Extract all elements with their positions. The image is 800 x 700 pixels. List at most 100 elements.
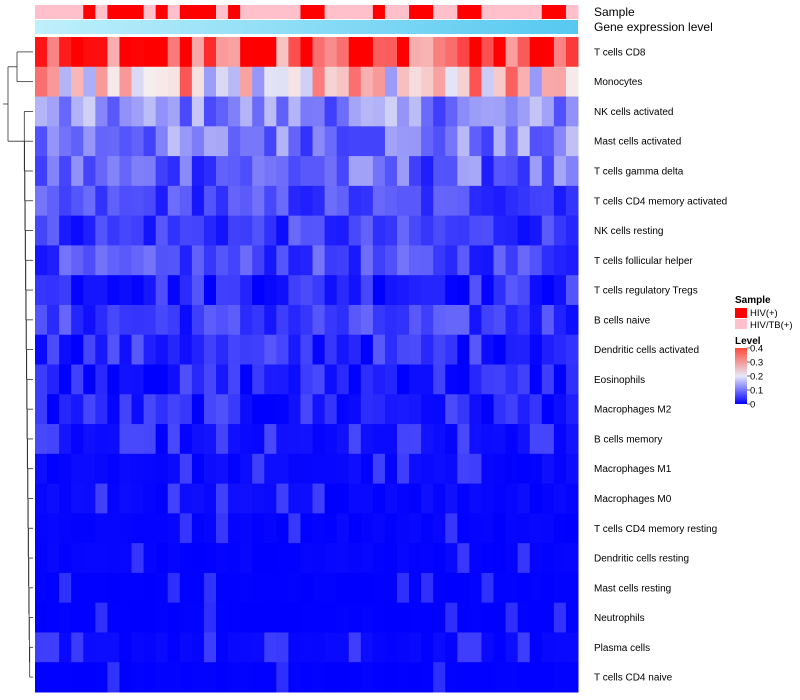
heatmap-cell — [433, 453, 446, 485]
heatmap-cell — [155, 304, 169, 336]
heatmap-cell — [529, 156, 543, 187]
heatmap-cell — [47, 37, 60, 68]
heatmap-cell — [360, 513, 374, 544]
heatmap-cell — [203, 245, 217, 276]
heatmap-cell — [469, 572, 482, 604]
heatmap-cell — [348, 543, 362, 574]
heatmap-cell — [264, 364, 277, 395]
heatmap-cell — [288, 245, 301, 276]
heatmap-cell — [179, 275, 193, 306]
heatmap-cell — [348, 632, 362, 663]
heatmap-cell — [372, 602, 386, 633]
heatmap-cell — [95, 185, 108, 217]
heatmap-cell — [71, 66, 84, 98]
heatmap-cell — [179, 483, 193, 514]
heatmap-cell — [83, 513, 96, 544]
heatmap-cell — [35, 126, 48, 157]
heatmap-cell — [300, 96, 314, 127]
heatmap-cell — [300, 66, 314, 98]
heatmap-cell — [155, 185, 169, 217]
heatmap-cell — [131, 662, 145, 693]
sample-annotation-cell — [433, 5, 446, 19]
heatmap-cell — [252, 37, 265, 68]
sample-annotation-cell — [397, 5, 410, 19]
heatmap-cell — [228, 662, 241, 693]
heatmap-cell — [107, 275, 120, 306]
heatmap-cell — [348, 245, 362, 276]
heatmap-cell — [384, 364, 398, 395]
heatmap-cell — [119, 334, 133, 365]
heatmap-cell — [35, 66, 48, 98]
heatmap-cell — [276, 156, 289, 187]
heatmap-cell — [240, 483, 253, 514]
heatmap-cell — [107, 513, 120, 544]
heatmap-cell — [372, 543, 386, 574]
heatmap-cell — [565, 632, 579, 663]
heatmap-cell — [372, 275, 386, 306]
heatmap-cell — [529, 334, 543, 365]
heatmap-cell — [216, 304, 229, 336]
heatmap-cell — [312, 156, 326, 187]
heatmap-cell — [143, 37, 157, 68]
heatmap-cell — [228, 275, 241, 306]
heatmap-cell — [59, 513, 72, 544]
heatmap-cell — [409, 215, 422, 246]
heatmap-cell — [481, 572, 495, 604]
heatmap-cell — [517, 304, 531, 336]
heatmap-cell — [167, 662, 181, 693]
heatmap-cell — [228, 304, 241, 336]
heatmap-cell — [179, 245, 193, 276]
heatmap-cell — [553, 275, 567, 306]
heatmap-cell — [131, 275, 145, 306]
heatmap-cell — [348, 453, 362, 485]
heatmap-cell — [541, 394, 555, 425]
heatmap-cell — [179, 394, 193, 425]
heatmap-cell — [35, 364, 48, 395]
heatmap-cell — [167, 632, 181, 663]
heatmap-cell — [348, 156, 362, 187]
heatmap-cell — [47, 66, 60, 98]
heatmap-cell — [336, 156, 350, 187]
heatmap-cell — [216, 662, 229, 693]
heatmap-cell — [288, 37, 301, 68]
heatmap-cell — [384, 96, 398, 127]
heatmap-cell — [167, 572, 181, 604]
heatmap-cell — [179, 364, 193, 395]
heatmap-cell — [397, 602, 410, 633]
heatmap-cell — [421, 37, 434, 68]
heatmap-cell — [71, 334, 84, 365]
heatmap-cell — [264, 304, 277, 336]
heatmap-cell — [397, 632, 410, 663]
heatmap-cell — [445, 513, 458, 544]
heatmap-cell — [35, 453, 48, 485]
heatmap-cell — [397, 275, 410, 306]
heatmap-cell — [481, 156, 495, 187]
heatmap-cell — [191, 572, 205, 604]
heatmap-cell — [529, 602, 543, 633]
heatmap-cell — [324, 37, 338, 68]
heatmap-cell — [47, 453, 60, 485]
heatmap-cell — [131, 215, 145, 246]
heatmap-cell — [95, 453, 108, 485]
heatmap-cell — [505, 572, 519, 604]
heatmap-cell — [312, 453, 326, 485]
heatmap-cell — [312, 572, 326, 604]
heatmap-cell — [288, 304, 301, 336]
heatmap-cell — [276, 483, 289, 514]
row-label: B cells memory — [594, 434, 662, 445]
row-label: Macrophages M1 — [594, 464, 672, 475]
heatmap-cell — [107, 66, 120, 98]
heatmap-cell — [264, 453, 277, 485]
heatmap-cell — [384, 632, 398, 663]
heatmap-cell — [35, 543, 48, 574]
heatmap-cell — [252, 572, 265, 604]
heatmap-cell — [191, 632, 205, 663]
heatmap-cell — [312, 66, 326, 98]
heatmap-cell — [71, 304, 84, 336]
heatmap-cell — [529, 215, 543, 246]
heatmap-cell — [131, 513, 145, 544]
heatmap-cell — [95, 156, 108, 187]
heatmap-cell — [433, 602, 446, 633]
heatmap-cell — [119, 424, 133, 455]
